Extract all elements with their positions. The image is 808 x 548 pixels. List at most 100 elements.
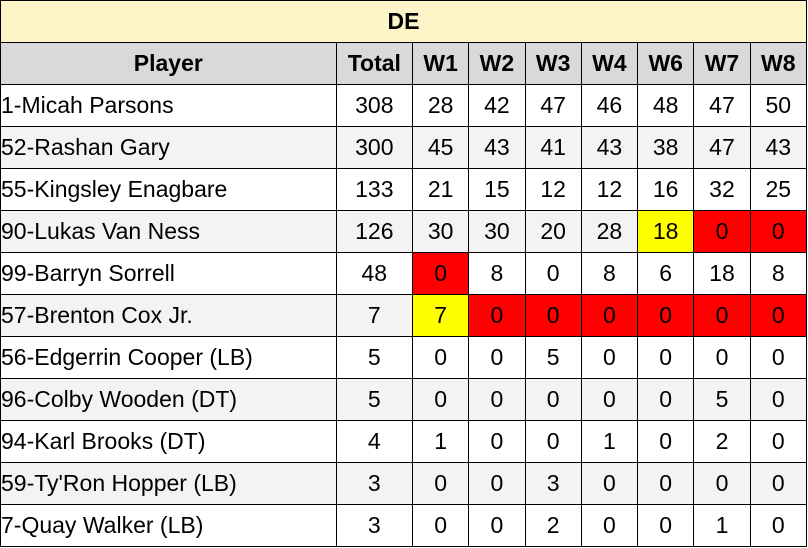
table-row: 7-Quay Walker (LB) 3 0 0 2 0 0 1 0 bbox=[0, 504, 808, 547]
header-w1: W1 bbox=[411, 42, 470, 85]
week-cell: 42 bbox=[468, 84, 526, 127]
total-cell: 7 bbox=[335, 294, 414, 337]
week-cell: 0 bbox=[468, 420, 526, 463]
week-cell: 5 bbox=[524, 336, 582, 379]
table-row: 1-Micah Parsons 308 28 42 47 46 48 47 50 bbox=[0, 84, 808, 127]
week-cell: 21 bbox=[411, 168, 470, 211]
player-name-cell: 57-Brenton Cox Jr. bbox=[0, 294, 337, 337]
week-cell: 0 bbox=[693, 336, 751, 379]
table-row: 96-Colby Wooden (DT) 5 0 0 0 0 0 5 0 bbox=[0, 378, 808, 421]
week-cell: 0 bbox=[580, 378, 639, 421]
week-cell: 20 bbox=[524, 210, 582, 253]
header-w2: W2 bbox=[468, 42, 526, 85]
week-cell: 8 bbox=[468, 252, 526, 295]
week-cell: 0 bbox=[637, 504, 695, 547]
player-name-cell: 94-Karl Brooks (DT) bbox=[0, 420, 337, 463]
week-cell: 8 bbox=[580, 252, 639, 295]
week-cell: 0 bbox=[468, 378, 526, 421]
week-cell: 0 bbox=[749, 420, 808, 463]
week-cell: 0 bbox=[468, 336, 526, 379]
week-cell: 0 bbox=[468, 294, 526, 337]
week-cell: 0 bbox=[411, 336, 470, 379]
week-cell: 38 bbox=[637, 126, 695, 169]
week-cell: 0 bbox=[749, 504, 808, 547]
table-row: 52-Rashan Gary 300 45 43 41 43 38 47 43 bbox=[0, 126, 808, 169]
week-cell: 8 bbox=[749, 252, 808, 295]
week-cell: 0 bbox=[580, 294, 639, 337]
total-cell: 133 bbox=[335, 168, 414, 211]
week-cell: 28 bbox=[411, 84, 470, 127]
week-cell: 43 bbox=[580, 126, 639, 169]
week-cell: 0 bbox=[693, 210, 751, 253]
week-cell: 1 bbox=[411, 420, 470, 463]
header-w4: W4 bbox=[580, 42, 639, 85]
week-cell: 0 bbox=[468, 504, 526, 547]
week-cell: 0 bbox=[749, 336, 808, 379]
week-cell: 0 bbox=[580, 462, 639, 505]
total-cell: 5 bbox=[335, 378, 414, 421]
week-cell: 0 bbox=[637, 336, 695, 379]
player-name-cell: 52-Rashan Gary bbox=[0, 126, 337, 169]
week-cell: 0 bbox=[693, 294, 751, 337]
header-player: Player bbox=[0, 42, 337, 85]
table-row: 59-Ty'Ron Hopper (LB) 3 0 0 3 0 0 0 0 bbox=[0, 462, 808, 505]
week-cell: 0 bbox=[580, 504, 639, 547]
total-cell: 4 bbox=[335, 420, 414, 463]
player-name-cell: 59-Ty'Ron Hopper (LB) bbox=[0, 462, 337, 505]
week-cell: 16 bbox=[637, 168, 695, 211]
week-cell: 41 bbox=[524, 126, 582, 169]
total-cell: 126 bbox=[335, 210, 414, 253]
week-cell: 0 bbox=[749, 294, 808, 337]
week-cell: 5 bbox=[693, 378, 751, 421]
week-cell: 0 bbox=[637, 420, 695, 463]
header-w7: W7 bbox=[693, 42, 751, 85]
week-cell: 0 bbox=[411, 252, 470, 295]
week-cell: 2 bbox=[524, 504, 582, 547]
week-cell: 0 bbox=[749, 210, 808, 253]
week-cell: 0 bbox=[411, 462, 470, 505]
week-cell: 50 bbox=[749, 84, 808, 127]
week-cell: 3 bbox=[524, 462, 582, 505]
total-cell: 3 bbox=[335, 504, 414, 547]
week-cell: 12 bbox=[580, 168, 639, 211]
table-row: 56-Edgerrin Cooper (LB) 5 0 0 5 0 0 0 0 bbox=[0, 336, 808, 379]
week-cell: 0 bbox=[411, 504, 470, 547]
week-cell: 1 bbox=[580, 420, 639, 463]
player-name-cell: 1-Micah Parsons bbox=[0, 84, 337, 127]
player-name-cell: 90-Lukas Van Ness bbox=[0, 210, 337, 253]
week-cell: 43 bbox=[468, 126, 526, 169]
week-cell: 18 bbox=[637, 210, 695, 253]
header-w8: W8 bbox=[749, 42, 808, 85]
week-cell: 6 bbox=[637, 252, 695, 295]
week-cell: 0 bbox=[468, 462, 526, 505]
week-cell: 7 bbox=[411, 294, 470, 337]
week-cell: 25 bbox=[749, 168, 808, 211]
header-w6: W6 bbox=[637, 42, 695, 85]
week-cell: 47 bbox=[693, 84, 751, 127]
week-cell: 0 bbox=[637, 294, 695, 337]
player-name-cell: 56-Edgerrin Cooper (LB) bbox=[0, 336, 337, 379]
week-cell: 47 bbox=[693, 126, 751, 169]
week-cell: 0 bbox=[637, 462, 695, 505]
table-row: 99-Barryn Sorrell 48 0 8 0 8 6 18 8 bbox=[0, 252, 808, 295]
week-cell: 0 bbox=[580, 336, 639, 379]
week-cell: 48 bbox=[637, 84, 695, 127]
total-cell: 48 bbox=[335, 252, 414, 295]
week-cell: 0 bbox=[749, 462, 808, 505]
week-cell: 0 bbox=[693, 462, 751, 505]
player-name-cell: 55-Kingsley Enagbare bbox=[0, 168, 337, 211]
table-row: 94-Karl Brooks (DT) 4 1 0 0 1 0 2 0 bbox=[0, 420, 808, 463]
total-cell: 3 bbox=[335, 462, 414, 505]
week-cell: 0 bbox=[524, 378, 582, 421]
week-cell: 30 bbox=[468, 210, 526, 253]
table-row: 90-Lukas Van Ness 126 30 30 20 28 18 0 0 bbox=[0, 210, 808, 253]
week-cell: 47 bbox=[524, 84, 582, 127]
week-cell: 2 bbox=[693, 420, 751, 463]
total-cell: 5 bbox=[335, 336, 414, 379]
week-cell: 30 bbox=[411, 210, 470, 253]
week-cell: 45 bbox=[411, 126, 470, 169]
week-cell: 32 bbox=[693, 168, 751, 211]
total-cell: 300 bbox=[335, 126, 414, 169]
week-cell: 0 bbox=[749, 378, 808, 421]
week-cell: 0 bbox=[524, 420, 582, 463]
